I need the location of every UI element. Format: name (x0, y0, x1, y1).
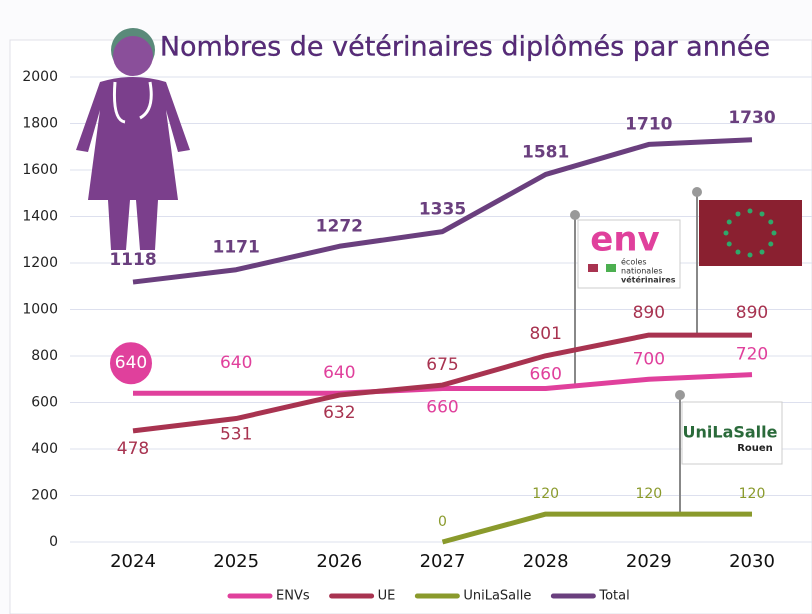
unilasalle-logo: UniLaSalle (683, 423, 778, 442)
label-bubble (110, 342, 152, 385)
y-tick-label: 200 (31, 488, 58, 504)
star (723, 230, 729, 236)
value-label: 640 (115, 353, 147, 373)
woman-icon (76, 28, 190, 250)
value-label: 640 (220, 353, 252, 373)
value-label: 700 (633, 349, 665, 369)
marks: 640 640 640 660 660 700 720 478 531 632 675 801 890 8… (109, 108, 775, 604)
value-label: 1710 (625, 114, 672, 134)
value-label: 632 (323, 403, 355, 423)
eu-flag (692, 187, 802, 336)
value-label: 640 (323, 363, 355, 383)
value-label: 1118 (109, 250, 156, 270)
star (726, 219, 732, 225)
value-label: 478 (117, 439, 149, 459)
y-tick-label: 1600 (22, 162, 58, 178)
value-label: 890 (736, 303, 768, 323)
x-tick-label: 2025 (213, 551, 259, 572)
value-label: 120 (635, 486, 662, 502)
value-label: 120 (532, 486, 559, 502)
y-tick-label: 800 (31, 348, 58, 364)
unilasalle-flag: UniLaSalle Rouen (675, 390, 783, 514)
value-label: 120 (739, 486, 766, 502)
value-label: 1335 (419, 200, 466, 220)
star (726, 241, 732, 247)
value-label: 660 (529, 365, 561, 385)
x-tick-label: 2024 (110, 551, 156, 572)
star (768, 241, 774, 247)
chart-title: Nombres de vétérinaires diplômés par ann… (160, 32, 770, 63)
y-tick-label: 1400 (22, 209, 58, 225)
y-tick-label: 0 (49, 534, 58, 550)
value-label: 660 (426, 398, 458, 418)
x-tick-label: 2026 (316, 551, 362, 572)
env-text: vétérinaires (621, 275, 676, 285)
star (771, 230, 777, 236)
grid: 0200400600800100012001400160018002000202… (22, 69, 812, 572)
star (735, 249, 741, 255)
legend-label: UniLaSalle (463, 589, 531, 604)
star (735, 211, 741, 217)
y-tick-label: 1000 (22, 302, 58, 318)
value-label: 890 (633, 303, 665, 323)
value-label: 1730 (728, 108, 775, 128)
series-line (133, 372, 753, 396)
x-tick-label: 2030 (729, 551, 775, 572)
x-tick-label: 2028 (523, 551, 569, 572)
env-text: nationales (621, 267, 663, 276)
env-flag: env écoles nationales vétérinaires (570, 210, 681, 385)
value-label: 1581 (522, 142, 569, 162)
y-tick-label: 600 (31, 395, 58, 411)
value-label: 0 (438, 514, 447, 530)
series-line (132, 137, 753, 285)
legend-label: ENVs (276, 589, 310, 604)
value-label: 675 (426, 355, 458, 375)
series-line (441, 511, 752, 545)
star (759, 211, 765, 217)
value-label: 1272 (316, 216, 363, 236)
star (747, 252, 753, 258)
legend-label: Total (598, 589, 629, 604)
series-line (132, 332, 752, 434)
y-tick-label: 400 (31, 441, 58, 457)
value-label: 531 (220, 425, 252, 445)
y-tick-label: 1200 (22, 255, 58, 271)
value-label: 1171 (213, 238, 260, 258)
env-text: écoles (621, 257, 647, 267)
env-logo: env (590, 220, 659, 260)
x-tick-label: 2027 (420, 551, 466, 572)
value-label: 801 (529, 324, 561, 344)
legend-label: UE (378, 589, 396, 604)
x-tick-label: 2029 (626, 551, 672, 572)
star (759, 249, 765, 255)
unilasalle-text: Rouen (737, 443, 773, 454)
star (747, 208, 753, 214)
y-tick-label: 2000 (22, 69, 58, 85)
star (768, 219, 774, 225)
value-label: 720 (736, 345, 768, 365)
y-tick-label: 1800 (22, 116, 58, 132)
